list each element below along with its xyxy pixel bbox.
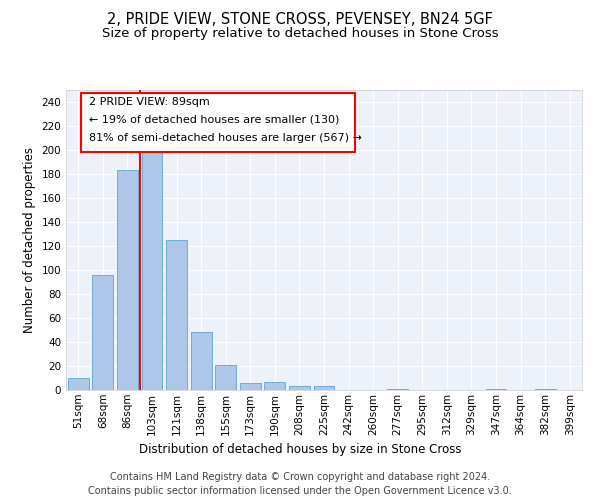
Text: Distribution of detached houses by size in Stone Cross: Distribution of detached houses by size …: [139, 442, 461, 456]
Text: 2, PRIDE VIEW, STONE CROSS, PEVENSEY, BN24 5GF: 2, PRIDE VIEW, STONE CROSS, PEVENSEY, BN…: [107, 12, 493, 28]
Bar: [314, 386, 334, 390]
Bar: [535, 389, 556, 390]
Bar: [265, 382, 286, 390]
Bar: [166, 240, 187, 390]
Y-axis label: Number of detached properties: Number of detached properties: [23, 147, 36, 333]
Text: Contains HM Land Registry data © Crown copyright and database right 2024.: Contains HM Land Registry data © Crown c…: [110, 472, 490, 482]
Text: ← 19% of detached houses are smaller (130): ← 19% of detached houses are smaller (13…: [89, 115, 340, 125]
Bar: [191, 332, 212, 390]
FancyBboxPatch shape: [82, 93, 355, 152]
Bar: [142, 150, 163, 390]
Text: Contains public sector information licensed under the Open Government Licence v3: Contains public sector information licen…: [88, 486, 512, 496]
Bar: [92, 275, 113, 390]
Text: Size of property relative to detached houses in Stone Cross: Size of property relative to detached ho…: [101, 28, 499, 40]
Bar: [485, 389, 506, 390]
Bar: [240, 383, 261, 390]
Bar: [387, 389, 408, 390]
Bar: [289, 386, 310, 390]
Text: 81% of semi-detached houses are larger (567) →: 81% of semi-detached houses are larger (…: [89, 133, 362, 143]
Text: 2 PRIDE VIEW: 89sqm: 2 PRIDE VIEW: 89sqm: [89, 96, 210, 106]
Bar: [68, 378, 89, 390]
Bar: [117, 170, 138, 390]
Bar: [215, 365, 236, 390]
